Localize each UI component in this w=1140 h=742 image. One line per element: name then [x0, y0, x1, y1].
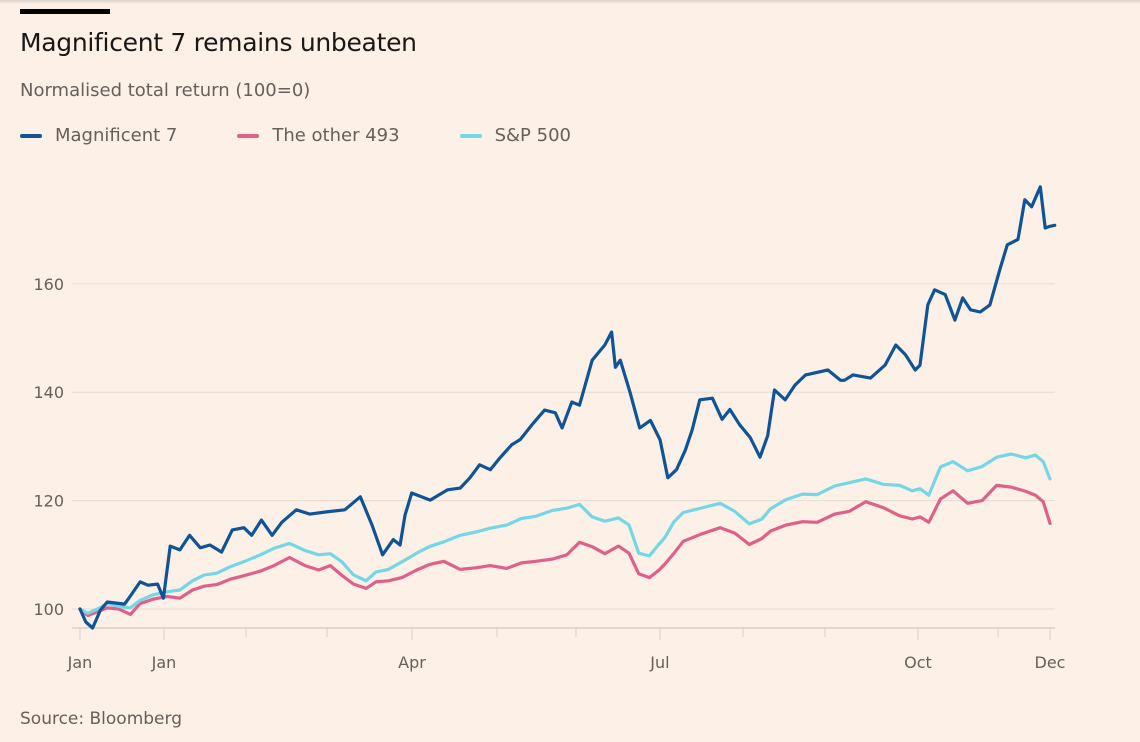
legend-label-sp500: S&P 500: [494, 125, 571, 146]
x-tick-label-0: Jan: [67, 653, 93, 672]
series-line-magnificent-7: [78, 185, 1057, 630]
y-tick-label-100: 100: [33, 600, 64, 619]
legend: Magnificent 7 The other 493 S&P 500: [20, 125, 631, 146]
legend-item-other493: The other 493: [237, 125, 400, 146]
legend-item-mag7: Magnificent 7: [20, 125, 177, 146]
legend-swatch-mag7: [20, 133, 42, 138]
series-line-the-other-493: [78, 483, 1052, 618]
x-tick-label-5: Dec: [1035, 653, 1066, 672]
y-tick-label-160: 160: [33, 275, 64, 294]
legend-label-other493: The other 493: [272, 125, 400, 146]
y-tick-label-120: 120: [33, 492, 64, 511]
x-tick-label-4: Oct: [904, 653, 932, 672]
brand-bar: [20, 9, 110, 14]
x-tick-label-3: Jul: [649, 653, 669, 672]
x-axis: Jan Jan Apr Jul Oct Dec: [67, 627, 1066, 672]
x-tick-label-1: Jan: [151, 653, 177, 672]
legend-item-sp500: S&P 500: [459, 125, 571, 146]
top-shadow: [0, 0, 1140, 4]
source-note: Source: Bloomberg: [20, 709, 182, 729]
chart-title: Magnificent 7 remains unbeaten: [20, 28, 417, 57]
gridlines: [72, 283, 1055, 610]
series-line-s-p-500: [78, 452, 1052, 615]
chart-subtitle: Normalised total return (100=0): [20, 80, 311, 101]
series-lines: [78, 185, 1057, 630]
y-axis-labels: 100 120 140 160: [33, 275, 64, 619]
legend-swatch-other493: [237, 133, 260, 138]
legend-label-mag7: Magnificent 7: [55, 125, 178, 146]
x-tick-label-2: Apr: [398, 653, 426, 672]
legend-swatch-sp500: [459, 133, 482, 138]
y-tick-label-140: 140: [33, 383, 64, 402]
